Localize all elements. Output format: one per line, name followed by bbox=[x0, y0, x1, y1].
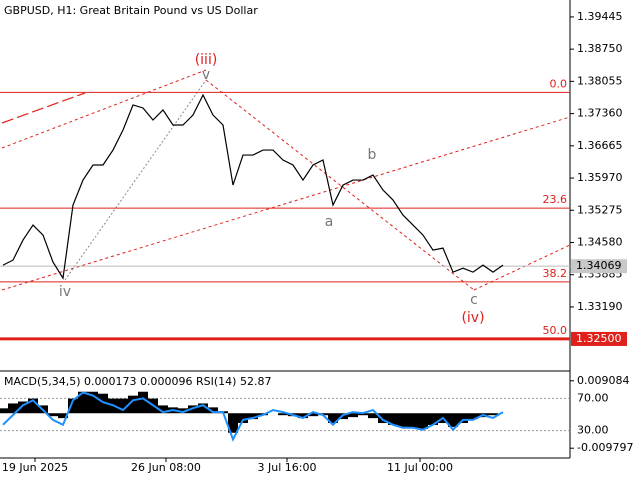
macd-bar bbox=[248, 413, 258, 420]
macd-bar bbox=[358, 413, 368, 416]
price-tag-label: 1.34069 bbox=[576, 259, 622, 272]
macd-bar bbox=[278, 413, 288, 416]
plot-layer: 1.39445 1.38750 1.38055 1.37360 1.36665 1.359… bbox=[0, 3, 633, 474]
macd-bar bbox=[48, 413, 58, 417]
macd-bar bbox=[138, 391, 148, 414]
level-label: 0.0 bbox=[550, 77, 568, 90]
macd-bar bbox=[348, 413, 358, 418]
price-tag-label: 1.32500 bbox=[576, 332, 622, 345]
macd-bar bbox=[198, 403, 208, 414]
macd-bar bbox=[208, 407, 218, 414]
y-tick-label: 1.36665 bbox=[577, 139, 623, 152]
price-tag bbox=[571, 259, 627, 274]
x-tick-label: 26 Jun 08:00 bbox=[131, 461, 201, 474]
y2-tick-label: 70.00 bbox=[577, 391, 609, 404]
macd-bar bbox=[98, 393, 108, 414]
wave-label: v bbox=[202, 67, 210, 83]
y-tick-label: 1.35970 bbox=[577, 171, 623, 184]
macd-bar bbox=[418, 413, 428, 429]
channel-line bbox=[1, 92, 86, 124]
macd-bar bbox=[178, 408, 188, 414]
y-tick-label: 1.33190 bbox=[577, 300, 623, 313]
macd-bar bbox=[448, 413, 458, 427]
wave-label: a bbox=[325, 214, 334, 230]
y-tick-label: -0.009797 bbox=[577, 441, 633, 454]
macd-bar bbox=[368, 413, 378, 419]
x-tick-label: 11 Jul 00:00 bbox=[387, 461, 453, 474]
macd-bar bbox=[388, 413, 398, 425]
macd-bar bbox=[118, 398, 128, 414]
chart-title: GBPUSD, H1: Great Britain Pound vs US Do… bbox=[4, 4, 258, 17]
rsi-line bbox=[2, 391, 504, 442]
macd-bar bbox=[458, 413, 468, 424]
x-tick-label: 3 Jul 16:00 bbox=[258, 461, 317, 474]
macd-bar bbox=[18, 401, 28, 414]
macd-bar bbox=[468, 413, 478, 420]
macd-bar bbox=[58, 413, 68, 419]
macd-bar bbox=[328, 413, 338, 424]
wave-label: (iii) bbox=[195, 52, 218, 68]
wave-label: b bbox=[368, 147, 377, 163]
y-tick-label: 1.38055 bbox=[577, 74, 623, 87]
macd-bar bbox=[488, 413, 498, 416]
macd-bar bbox=[158, 405, 168, 414]
y-tick-label: 1.39445 bbox=[577, 10, 623, 23]
wave-label: iv bbox=[59, 284, 71, 300]
price-tag bbox=[571, 331, 627, 346]
macd-bar bbox=[128, 395, 138, 414]
wave-label: (iv) bbox=[461, 310, 484, 326]
macd-bar bbox=[308, 413, 318, 417]
level-label: 23.6 bbox=[543, 193, 568, 206]
macd-bar bbox=[228, 413, 238, 433]
macd-bar bbox=[68, 398, 78, 414]
y-tick-label: 0.009084 bbox=[577, 374, 630, 387]
y-tick-label: 1.35275 bbox=[577, 203, 623, 216]
macd-bar bbox=[8, 403, 18, 414]
macd-bar bbox=[88, 391, 98, 414]
level-label: 38.2 bbox=[543, 267, 568, 280]
indicator-title: MACD(5,34,5) 0.000173 0.000096 RSI(14) 5… bbox=[4, 375, 271, 388]
macd-bar bbox=[0, 408, 8, 414]
wave-line bbox=[64, 79, 207, 281]
y2-tick-label: 30.00 bbox=[577, 424, 609, 437]
y-tick-label: 1.38750 bbox=[577, 42, 623, 55]
y-tick-label: 1.34580 bbox=[577, 235, 623, 248]
y-tick-label: 1.37360 bbox=[577, 107, 623, 120]
macd-bar bbox=[188, 405, 198, 414]
macd-bar bbox=[408, 413, 418, 428]
macd-bar bbox=[78, 391, 88, 414]
channel-line bbox=[1, 116, 571, 291]
channel-line bbox=[1, 69, 207, 149]
level-label: 50.0 bbox=[543, 324, 568, 337]
macd-bar bbox=[298, 413, 308, 419]
macd-bar bbox=[378, 413, 388, 424]
macd-bar bbox=[428, 413, 438, 425]
channel-line bbox=[205, 79, 475, 291]
wave-label: c bbox=[470, 292, 478, 308]
x-tick-label: 19 Jun 2025 bbox=[2, 461, 68, 474]
macd-bar bbox=[398, 413, 408, 427]
title-bg bbox=[2, 3, 267, 19]
macd-bar bbox=[238, 413, 248, 424]
macd-bar bbox=[28, 398, 38, 414]
price-line bbox=[2, 93, 504, 280]
